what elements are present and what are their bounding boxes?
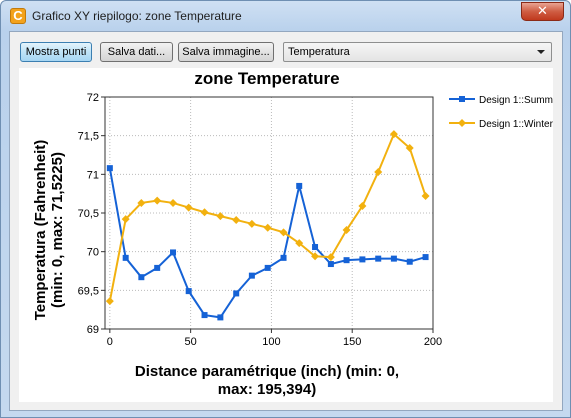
series-layer (105, 130, 430, 321)
data-point-winter (342, 226, 351, 235)
close-icon: ✕ (537, 4, 548, 19)
y-axis-label-line-1: Temperatura (Fahrenheit) (32, 140, 49, 321)
data-point-winter (405, 144, 414, 153)
chevron-down-icon (537, 50, 545, 54)
data-point-summer (406, 258, 413, 265)
data-point-winter (232, 215, 241, 224)
grid (105, 96, 434, 330)
data-point-winter (121, 215, 130, 224)
data-point-summer (185, 288, 192, 295)
chart-svg: 0 50 100 150 200 69 69,5 70 70,5 71 71,5 72 zone Te… (32, 69, 562, 398)
x-tick-label: 50 (185, 336, 197, 348)
legend-label-1: Design 1::Winter (479, 119, 553, 130)
legend: Design 1::SummerDesign 1::Winter (449, 95, 562, 130)
y-tick-label: 71 (87, 169, 99, 181)
data-point-summer (390, 255, 397, 262)
chart-panel: 0 50 100 150 200 69 69,5 70 70,5 71 71,5 72 zone Te… (19, 68, 562, 402)
data-point-summer (248, 272, 255, 279)
data-point-summer (201, 312, 208, 319)
data-point-winter (200, 208, 209, 217)
data-point-winter (247, 219, 256, 228)
data-point-summer (280, 254, 287, 261)
save-data-button[interactable]: Salva dati... (100, 42, 173, 62)
data-point-winter (137, 198, 146, 207)
x-tick-label: 200 (424, 336, 442, 348)
data-point-summer (122, 254, 129, 261)
y-tick-label: 72 (87, 92, 99, 104)
data-point-winter (374, 168, 383, 177)
show-points-button[interactable]: Mostra punti (20, 42, 92, 62)
x-axis-label-line-1: Distance paramétrique (inch) (min: 0, (135, 363, 399, 380)
data-point-summer (375, 255, 382, 262)
legend-marker-0 (459, 96, 465, 102)
x-axis-label-line-2: max: 195,394) (218, 381, 316, 398)
data-point-winter (311, 252, 320, 261)
data-point-winter (279, 228, 288, 237)
y-tick-label: 69 (87, 324, 99, 336)
data-point-summer (233, 290, 240, 297)
chart-title: zone Temperature (194, 69, 339, 88)
data-point-winter (216, 212, 225, 221)
x-tick-label: 100 (262, 336, 280, 348)
data-point-summer (138, 274, 145, 281)
data-point-summer (343, 257, 350, 264)
quantity-select-value: Temperatura (288, 46, 350, 58)
y-axis-label: Temperatura (Fahrenheit) (min: 0, max: 7… (32, 140, 66, 321)
legend-label-0: Design 1::Summer (479, 95, 553, 106)
app-logo-icon: C (10, 8, 26, 24)
y-tick-label: 69,5 (78, 285, 99, 297)
data-point-winter (421, 191, 430, 200)
data-point-summer (170, 249, 177, 256)
data-point-summer (106, 165, 113, 172)
data-point-winter (169, 198, 178, 207)
data-point-summer (154, 264, 161, 271)
quantity-select[interactable]: Temperatura (283, 42, 552, 62)
data-point-winter (326, 253, 335, 262)
data-point-winter (105, 297, 114, 306)
x-tick-label: 150 (343, 336, 361, 348)
y-tick-label: 70 (87, 247, 99, 259)
data-point-summer (217, 314, 224, 321)
data-point-winter (263, 223, 272, 232)
title-bar[interactable]: C Grafico XY riepilogo: zone Temperature… (1, 1, 570, 31)
data-point-winter (389, 130, 398, 139)
axis-ticks: 0 50 100 150 200 69 69,5 70 70,5 71 71,5 72 (78, 92, 443, 348)
app-logo-letter: C (13, 8, 23, 23)
window-title: Grafico XY riepilogo: zone Temperature (32, 9, 242, 23)
data-point-summer (422, 254, 429, 261)
data-point-summer (296, 182, 303, 189)
y-axis-label-line-2: (min: 0, max: 71,5225) (49, 152, 66, 308)
legend-marker-1 (458, 119, 466, 127)
series-line-0 (108, 167, 426, 319)
data-point-winter (295, 239, 304, 248)
close-button[interactable]: ✕ (521, 2, 564, 21)
plot-frame (104, 96, 434, 330)
x-tick-label: 0 (107, 336, 113, 348)
dialog-content: Mostra punti Salva dati... Salva immagin… (9, 31, 563, 411)
data-point-summer (312, 244, 319, 251)
series-line-1 (108, 132, 427, 302)
data-point-summer (359, 256, 366, 263)
y-tick-label: 70,5 (78, 208, 99, 220)
data-point-winter (358, 202, 367, 211)
data-point-winter (184, 203, 193, 212)
data-point-winter (153, 196, 162, 205)
y-tick-label: 71,5 (78, 131, 99, 143)
data-point-summer (264, 264, 271, 271)
data-point-summer (327, 261, 334, 268)
save-image-button[interactable]: Salva immagine... (178, 42, 274, 62)
